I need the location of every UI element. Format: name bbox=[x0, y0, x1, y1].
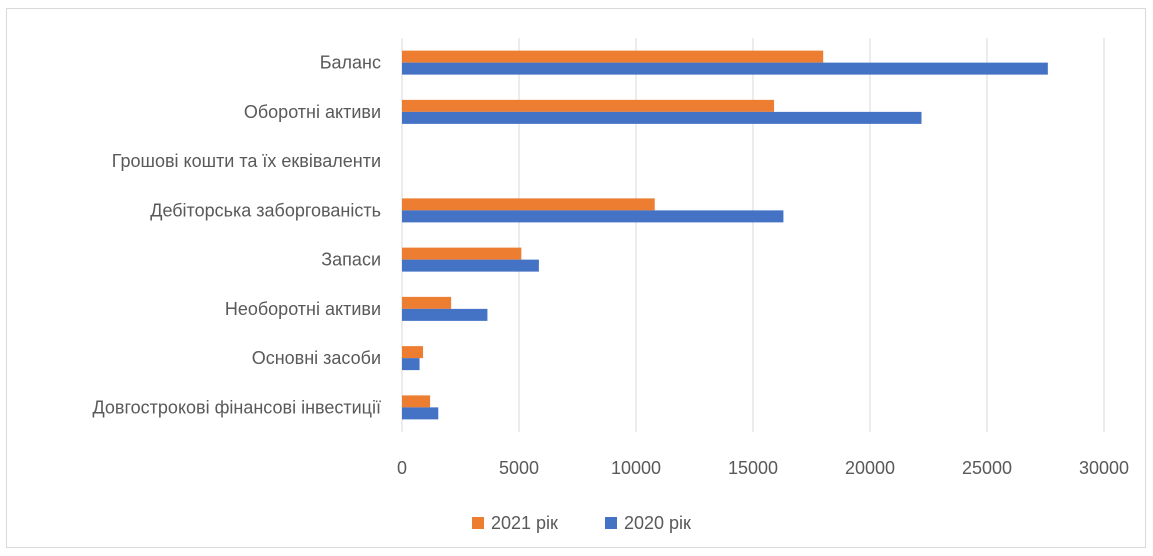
category-label: Запаси bbox=[321, 250, 381, 270]
bar-2020 bbox=[402, 210, 784, 223]
x-tick-label: 20000 bbox=[845, 458, 895, 478]
bar-2021 bbox=[402, 247, 522, 260]
bar-2021 bbox=[402, 346, 424, 359]
bar-2020 bbox=[402, 259, 539, 272]
category-label: Довгострокові фінансові інвестиції bbox=[93, 397, 381, 417]
chart-area bbox=[6, 8, 1146, 548]
x-tick-label: 5000 bbox=[499, 458, 539, 478]
x-axis-ticks: 0 5000 10000 15000 20000 25000 30000 bbox=[397, 458, 1129, 478]
gridlines bbox=[401, 38, 1105, 432]
bars bbox=[402, 50, 1048, 420]
category-label: Дебіторська заборгованість bbox=[150, 200, 381, 220]
legend-label: 2020 рік bbox=[624, 513, 691, 533]
x-tick-label: 0 bbox=[397, 458, 407, 478]
category-label: Баланс bbox=[320, 53, 381, 73]
category-label: Основні засоби bbox=[252, 348, 381, 368]
category-labels: Баланс Оборотні активи Грошові кошти та їх… bbox=[93, 53, 381, 418]
bar-2020 bbox=[402, 358, 420, 371]
bar-2021 bbox=[402, 50, 824, 63]
legend-swatch bbox=[472, 517, 484, 529]
category-label: Оборотні активи bbox=[244, 102, 381, 122]
x-tick-label: 10000 bbox=[611, 458, 661, 478]
legend-swatch bbox=[605, 517, 617, 529]
bar-2020 bbox=[402, 111, 922, 124]
x-tick-label: 25000 bbox=[962, 458, 1012, 478]
bar-2021 bbox=[402, 296, 452, 309]
bar-2021 bbox=[402, 99, 775, 112]
bar-2021 bbox=[402, 198, 655, 211]
legend: 2021 рік 2020 рік bbox=[472, 513, 691, 533]
x-tick-label: 15000 bbox=[728, 458, 778, 478]
category-label: Необоротні активи bbox=[225, 299, 381, 319]
category-label: Грошові кошти та їх еквіваленти bbox=[112, 151, 381, 171]
bar-2020 bbox=[402, 407, 439, 420]
legend-label: 2021 рік bbox=[491, 513, 558, 533]
bar-2020 bbox=[402, 308, 488, 321]
bar-2021 bbox=[402, 395, 431, 408]
x-tick-label: 30000 bbox=[1079, 458, 1129, 478]
bar-2020 bbox=[402, 62, 1048, 75]
